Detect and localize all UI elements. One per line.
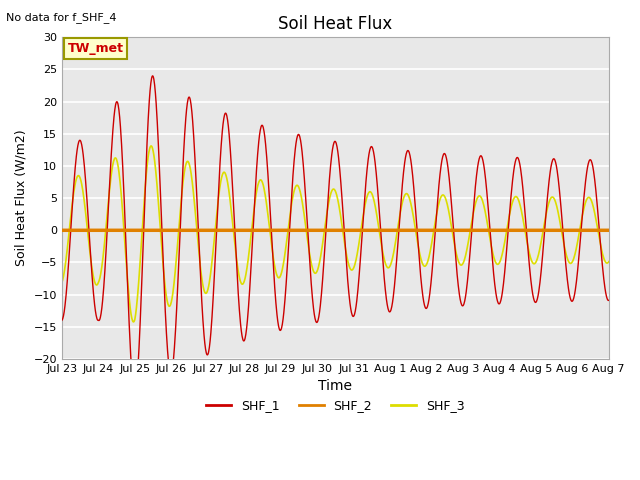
SHF_2 [241,228,248,233]
Legend: SHF_1, SHF_2, SHF_3: SHF_1, SHF_2, SHF_3 [201,394,470,417]
SHF_2 [58,228,66,233]
SHF_3 [605,259,612,264]
SHF_1 [492,293,500,299]
SHF_1 [180,138,188,144]
Line: SHF_1: SHF_1 [62,76,609,397]
SHF_3 [167,300,175,306]
SHF_1 [58,317,66,323]
SHF_3 [541,220,548,226]
SHF_1 [167,371,175,376]
X-axis label: Time: Time [318,379,353,393]
SHF_2 [540,228,548,233]
SHF_2 [605,228,612,233]
SHF_1 [421,303,429,309]
SHF_3 [180,169,188,175]
SHF_1 [541,229,548,235]
SHF_3 [58,280,66,286]
Text: No data for f_SHF_4: No data for f_SHF_4 [6,12,117,23]
SHF_2 [180,228,188,233]
Text: TW_met: TW_met [67,42,124,55]
SHF_3 [129,319,137,325]
SHF_1 [242,334,250,339]
SHF_2 [420,228,428,233]
SHF_1 [131,394,139,400]
SHF_1 [149,73,157,79]
Y-axis label: Soil Heat Flux (W/m2): Soil Heat Flux (W/m2) [15,130,28,266]
Line: SHF_3: SHF_3 [62,146,609,322]
Title: Soil Heat Flux: Soil Heat Flux [278,15,392,33]
SHF_3 [421,264,429,269]
SHF_3 [147,143,155,149]
SHF_1 [605,298,612,303]
SHF_2 [492,228,499,233]
SHF_3 [242,274,250,279]
SHF_2 [166,228,174,233]
SHF_3 [492,261,500,266]
